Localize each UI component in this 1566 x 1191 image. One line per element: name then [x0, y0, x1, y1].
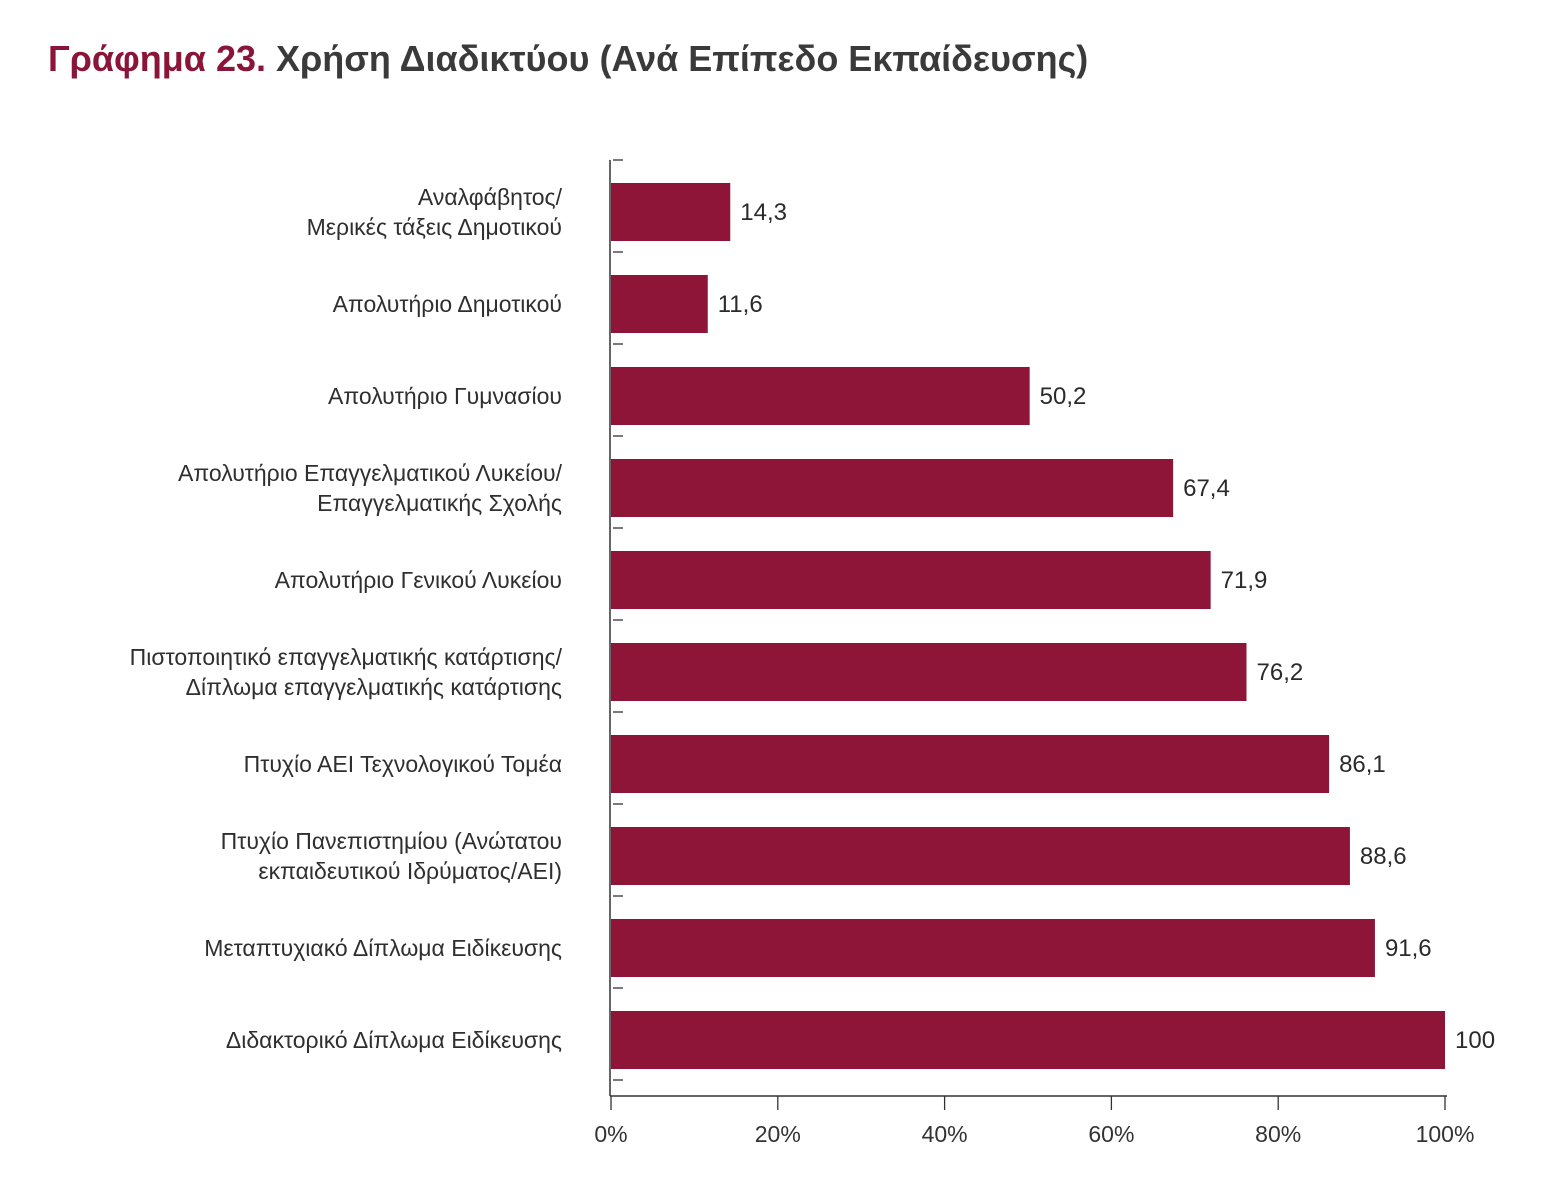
bar [611, 183, 731, 241]
category-label: Μεταπτυχιακό Δίπλωμα Ειδίκευσης [204, 935, 562, 961]
bar-value-label: 14,3 [740, 199, 787, 226]
x-tick-label: 60% [1088, 1121, 1134, 1147]
bar-value-label: 76,2 [1257, 659, 1304, 686]
bar-value-label: 11,6 [718, 291, 763, 318]
category-label: Δίπλωμα επαγγελματικής κατάρτισης [186, 674, 562, 700]
category-label: Πτυχίο ΑΕΙ Τεχνολογικού Τομέα [244, 751, 562, 777]
category-label: Μερικές τάξεις Δημοτικού [307, 214, 562, 240]
category-label: Απολυτήριο Γυμνασίου [328, 383, 562, 409]
category-label: εκπαιδευτικού Ιδρύματος/ΑΕΙ) [258, 858, 562, 884]
category-label: Πτυχίο Πανεπιστημίου (Ανώτατου [221, 828, 562, 854]
bar [611, 827, 1350, 885]
category-label: Πιστοποιητικό επαγγελματικής κατάρτισης/ [130, 644, 563, 670]
bar-value-label: 67,4 [1183, 475, 1230, 502]
bar-value-label: 88,6 [1360, 843, 1407, 870]
bar [611, 1011, 1445, 1069]
category-label: Αναλφάβητος/ [418, 184, 563, 210]
x-tick-label: 80% [1255, 1121, 1301, 1147]
bar-value-label: 91,6 [1385, 935, 1432, 962]
bar [611, 551, 1211, 609]
bar [611, 643, 1247, 701]
bar [611, 735, 1330, 793]
bar-value-label: 50,2 [1040, 383, 1087, 410]
bar-value-label: 100 [1455, 1027, 1495, 1054]
category-label: Απολυτήριο Επαγγελματικού Λυκείου/ [178, 460, 563, 486]
x-tick-label: 100% [1416, 1121, 1475, 1147]
chart-title-prefix: Γράφημα 23. [48, 38, 266, 79]
x-tick-label: 0% [594, 1121, 627, 1147]
chart-title: Γράφημα 23. Χρήση Διαδικτύου (Ανά Επίπεδ… [48, 38, 1088, 80]
chart-title-main: Χρήση Διαδικτύου (Ανά Επίπεδο Εκπαίδευση… [276, 38, 1089, 79]
bar [611, 275, 708, 333]
category-label: Απολυτήριο Γενικού Λυκείου [275, 567, 562, 593]
x-tick-label: 20% [755, 1121, 801, 1147]
bar-value-label: 86,1 [1339, 751, 1386, 778]
category-label: Απολυτήριο Δημοτικού [333, 291, 562, 317]
bar [611, 367, 1030, 425]
x-tick-label: 40% [922, 1121, 968, 1147]
category-label: Επαγγελματικής Σχολής [317, 490, 562, 516]
category-label: Διδακτορικό Δίπλωμα Ειδίκευσης [226, 1027, 562, 1053]
bar-value-label: 71,9 [1221, 567, 1268, 594]
bar [611, 459, 1174, 517]
bar [611, 919, 1375, 977]
